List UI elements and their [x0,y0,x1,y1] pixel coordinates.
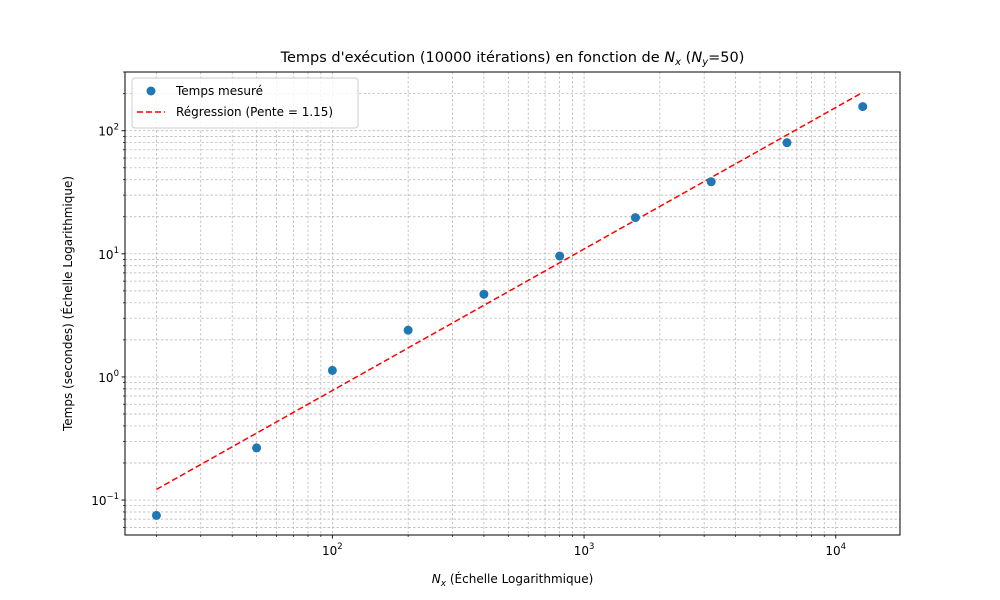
y-tick-label: 102 [98,123,119,139]
title-suffix: =50) [708,50,744,66]
regression-line [156,91,864,491]
data-point [858,102,868,112]
xlabel-main: N [432,572,441,586]
title-open-paren: ( [681,50,691,66]
axes-frame [124,71,901,536]
y-tick-label: 100 [98,369,119,385]
title-ny-main: N [691,50,702,66]
xlabel-sub: x [440,579,447,589]
legend-box [131,77,359,129]
title-ny-sub: y [701,57,709,68]
legend-label-regression: Régression (Pente = 1.15) [176,105,333,119]
data-point [782,138,792,148]
legend: Temps mesuré Régression (Pente = 1.15) [131,77,359,129]
axis-ticks: 102 103 104 10−1 100 101 102 [91,71,846,558]
data-point [479,289,489,299]
grid [125,71,900,535]
chart-title: Temps d'exécution (10000 itérations) en … [280,50,745,68]
plot-area [125,72,900,535]
title-nx-main: N [664,50,675,66]
xlabel-rest: (Échelle Logarithmique) [446,571,593,586]
title-prefix: Temps d'exécution (10000 itérations) en … [280,50,665,66]
data-point [151,510,161,520]
y-tick-label: 101 [98,246,119,262]
data-point [706,177,716,187]
legend-marker-temps [146,86,156,96]
x-tick-label: 102 [322,542,343,558]
data-point [327,365,337,375]
data-point [630,213,640,223]
data-point [555,251,565,261]
x-tick-label: 104 [825,542,846,558]
title-nx-sub: x [674,57,681,68]
x-axis-label: Nx (Échelle Logarithmique) [432,571,594,589]
y-tick-label: 10−1 [91,492,119,508]
data-point [252,443,262,453]
x-tick-label: 103 [574,542,595,558]
y-axis-label: Temps (secondes) (Échelle Logarithmique) [60,176,75,432]
data-point [403,325,413,335]
series-layer [151,91,868,520]
legend-label-temps: Temps mesuré [175,84,263,98]
